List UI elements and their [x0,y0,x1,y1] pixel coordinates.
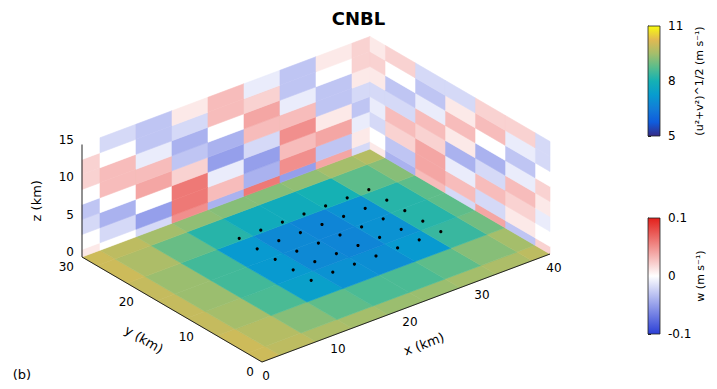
svg-text:10: 10 [179,330,194,344]
svg-text:40: 40 [546,261,561,275]
svg-text:0: 0 [246,365,254,379]
svg-text:30: 30 [474,288,489,302]
svg-text:0: 0 [66,245,74,259]
svg-text:CNBL: CNBL [332,8,385,29]
svg-text:0: 0 [668,269,676,283]
svg-text:5: 5 [66,208,74,222]
svg-text:10: 10 [59,170,74,184]
svg-text:20: 20 [119,295,134,309]
svg-text:15: 15 [59,133,74,147]
svg-text:(b): (b) [13,367,31,382]
svg-text:-0.1: -0.1 [668,327,691,341]
svg-text:5: 5 [668,129,676,143]
svg-text:0: 0 [262,369,270,383]
svg-text:x (km): x (km) [402,330,447,359]
svg-text:20: 20 [402,315,417,329]
svg-text:8: 8 [668,74,676,88]
svg-text:30: 30 [59,260,74,274]
svg-text:10: 10 [330,342,345,356]
svg-text:z (km): z (km) [29,180,44,221]
svg-text:w (m s⁻¹): w (m s⁻¹) [694,250,707,301]
svg-text:0.1: 0.1 [668,211,687,225]
svg-text:11: 11 [668,19,683,33]
svg-text:y (km): y (km) [122,322,166,356]
svg-text:(u²+v²)^1/2 (m s⁻¹): (u²+v²)^1/2 (m s⁻¹) [693,26,706,135]
